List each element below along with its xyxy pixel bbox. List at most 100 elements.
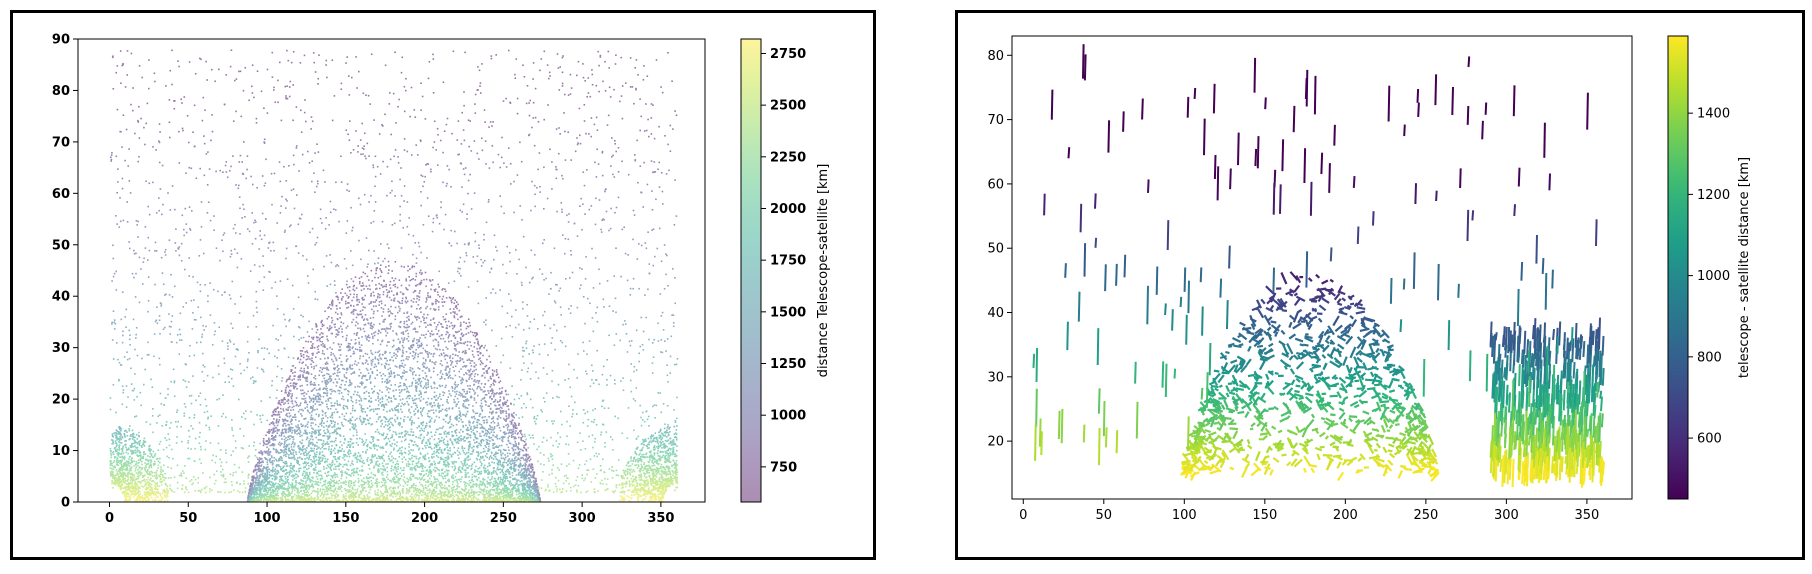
scatter-point [400, 284, 403, 287]
scatter-point [471, 350, 474, 352]
scatter-point [351, 321, 353, 324]
scatter-point [510, 429, 513, 431]
scatter-point [393, 467, 396, 469]
scatter-point [434, 462, 436, 465]
scatter-point [422, 491, 424, 494]
scatter-point [402, 497, 404, 499]
scatter-point [491, 438, 494, 441]
scatter-point [324, 483, 326, 486]
scatter-point [320, 401, 323, 403]
scatter-point [446, 400, 448, 403]
scatter-point [449, 453, 451, 455]
scatter-point [445, 313, 448, 315]
scatter-point [361, 423, 363, 425]
scatter-point [520, 493, 523, 495]
scatter-point [507, 494, 509, 496]
scatter-point [299, 467, 302, 469]
scatter-point [343, 497, 346, 500]
scatter-point [411, 457, 413, 459]
scatter-point [493, 422, 496, 424]
scatter-point [400, 390, 403, 393]
scatter-point [355, 334, 358, 336]
scatter-point [494, 446, 497, 448]
scatter-point [399, 399, 402, 401]
scatter-point [398, 325, 400, 328]
scatter-point [350, 382, 353, 385]
scatter-point [398, 421, 400, 424]
scatter-point [381, 339, 384, 342]
scatter-point [360, 285, 362, 287]
scatter-point [452, 453, 454, 455]
scatter-point [466, 467, 468, 469]
scatter-point [299, 379, 302, 381]
scatter-point [503, 417, 505, 420]
scatter-point [377, 470, 379, 472]
scatter-point [443, 318, 445, 321]
scatter-point [494, 482, 497, 484]
scatter-point [302, 446, 304, 448]
scatter-point [315, 398, 317, 401]
scatter-point [473, 494, 475, 496]
scatter-point [497, 478, 500, 481]
scatter-point [490, 421, 493, 424]
scatter-point [482, 362, 484, 365]
scatter-point [489, 489, 492, 491]
scatter-point [348, 494, 351, 497]
scatter-point [465, 399, 467, 401]
scatter-point [451, 466, 454, 468]
scatter-point [530, 467, 532, 470]
scatter-point [483, 493, 485, 496]
scatter-point [359, 349, 361, 351]
scatter-point [307, 358, 309, 360]
scatter-point [281, 482, 283, 485]
scatter-point [519, 500, 521, 502]
scatter-point [498, 387, 501, 390]
scatter-point [430, 376, 432, 379]
scatter-point [326, 327, 329, 329]
scatter-point [426, 434, 428, 436]
scatter-point [391, 492, 393, 494]
scatter-point [384, 484, 386, 486]
scatter-point [363, 495, 366, 498]
scatter-point [422, 407, 425, 409]
scatter-point [327, 408, 329, 410]
scatter-point [304, 472, 307, 475]
scatter-point [385, 283, 387, 286]
scatter-point [281, 428, 284, 431]
scatter-point [320, 439, 323, 441]
scatter-point [448, 376, 450, 378]
scatter-point [281, 470, 284, 472]
scatter-point [512, 449, 515, 452]
scatter-point [500, 451, 502, 453]
scatter-point [327, 381, 330, 384]
scatter-point [258, 461, 260, 464]
scatter-point [400, 452, 402, 454]
scatter-point [516, 491, 518, 493]
scatter-point [443, 492, 445, 494]
scatter-point [369, 441, 371, 444]
scatter-point [322, 343, 324, 345]
scatter-point [499, 482, 501, 485]
scatter-point [394, 487, 397, 489]
scatter-point [470, 485, 472, 488]
scatter-point [273, 413, 276, 416]
scatter-point [469, 396, 472, 399]
scatter-point [400, 405, 402, 408]
scatter-point [382, 404, 384, 406]
scatter-point [299, 408, 301, 411]
scatter-point [508, 496, 510, 498]
scatter-point [303, 395, 305, 397]
scatter-point [480, 439, 483, 441]
scatter-point [439, 482, 442, 485]
scatter-point [290, 370, 292, 373]
scatter-point [369, 459, 372, 461]
scatter-point [354, 480, 357, 482]
scatter-point [460, 338, 462, 340]
scatter-point [434, 338, 437, 341]
scatter-point [296, 388, 298, 390]
scatter-point [285, 482, 287, 484]
scatter-point [458, 466, 461, 468]
scatter-point [432, 494, 435, 496]
scatter-point [505, 424, 507, 427]
scatter-point [507, 487, 509, 490]
